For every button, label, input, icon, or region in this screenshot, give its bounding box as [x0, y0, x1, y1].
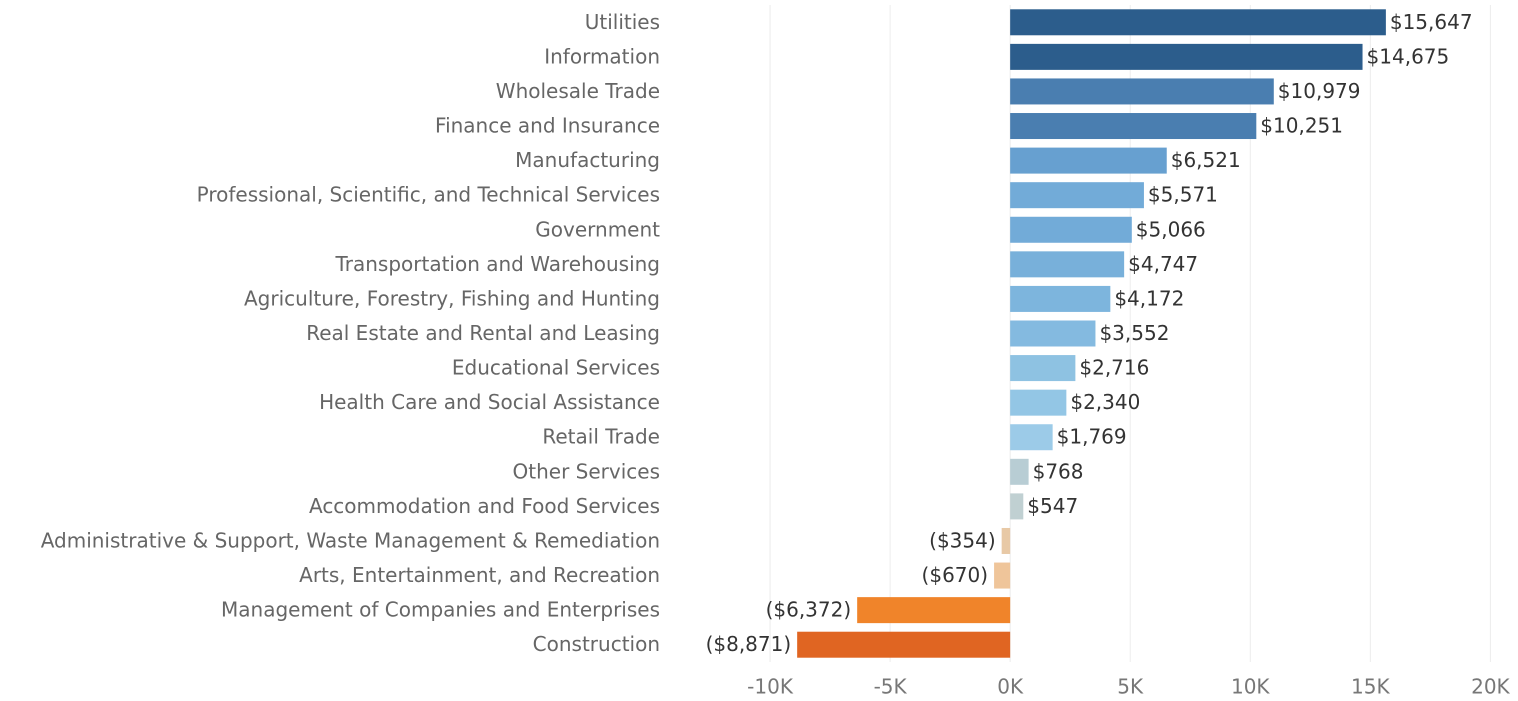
bar: [1001, 527, 1011, 554]
data-label: $15,647: [1390, 10, 1473, 34]
category-label: Retail Trade: [542, 425, 660, 449]
data-label: $4,747: [1128, 252, 1198, 276]
category-label: Management of Companies and Enterprises: [221, 598, 660, 622]
data-label: $1,769: [1057, 425, 1127, 449]
bar: [1010, 320, 1096, 347]
data-label: ($6,372): [766, 598, 852, 622]
bar: [1010, 78, 1274, 105]
category-label: Accommodation and Food Services: [309, 494, 660, 518]
bar: [1010, 355, 1076, 382]
data-label: $2,716: [1079, 356, 1149, 380]
category-label: Finance and Insurance: [435, 114, 660, 138]
bar: [1010, 216, 1132, 243]
category-label: Other Services: [513, 459, 660, 483]
x-tick-label: 5K: [1117, 675, 1144, 699]
data-label: $6,521: [1171, 148, 1241, 172]
category-label: Information: [544, 44, 660, 68]
category-label: Construction: [533, 632, 660, 656]
category-label: Arts, Entertainment, and Recreation: [299, 563, 660, 587]
category-label: Health Care and Social Assistance: [319, 390, 660, 414]
category-label: Wholesale Trade: [496, 79, 660, 103]
bar: [1010, 251, 1125, 278]
category-label: Real Estate and Rental and Leasing: [306, 321, 660, 345]
data-label: $3,552: [1099, 321, 1169, 345]
x-tick-label: -5K: [874, 675, 908, 699]
x-tick-label: 20K: [1471, 675, 1510, 699]
bar: [797, 631, 1011, 658]
x-tick-label: 0K: [997, 675, 1024, 699]
x-tick-label: 15K: [1351, 675, 1390, 699]
category-label: Agriculture, Forestry, Fishing and Hunti…: [244, 286, 660, 310]
data-label: $14,675: [1367, 44, 1450, 68]
bar: [1010, 389, 1067, 416]
data-label: $547: [1027, 494, 1078, 518]
bar: [1010, 285, 1111, 312]
bar: [1010, 493, 1024, 520]
data-label: $10,251: [1260, 114, 1343, 138]
bar: [1010, 43, 1363, 70]
category-label: Utilities: [585, 10, 660, 34]
bar: [1010, 113, 1257, 140]
bar: [1010, 9, 1386, 36]
category-label: Transportation and Warehousing: [334, 252, 660, 276]
data-label: ($670): [922, 563, 989, 587]
x-tick-label: 10K: [1231, 675, 1270, 699]
category-label: Manufacturing: [515, 148, 660, 172]
data-label: $2,340: [1070, 390, 1140, 414]
bar: [857, 597, 1011, 624]
bar: [1010, 182, 1144, 209]
category-label: Professional, Scientific, and Technical …: [197, 183, 660, 207]
data-label: ($354): [929, 528, 996, 552]
category-label: Government: [535, 217, 660, 241]
data-label: $4,172: [1114, 286, 1184, 310]
category-label: Educational Services: [452, 356, 660, 380]
category-label: Administrative & Support, Waste Manageme…: [41, 528, 660, 552]
bar: [1010, 458, 1029, 485]
data-label: $10,979: [1278, 79, 1361, 103]
bar: [1010, 147, 1167, 174]
bar: [1010, 424, 1053, 451]
data-label: $768: [1033, 459, 1084, 483]
data-label: $5,066: [1136, 217, 1206, 241]
bar: [994, 562, 1011, 589]
x-tick-label: -10K: [747, 675, 794, 699]
data-label: ($8,871): [706, 632, 792, 656]
data-label: $5,571: [1148, 183, 1218, 207]
